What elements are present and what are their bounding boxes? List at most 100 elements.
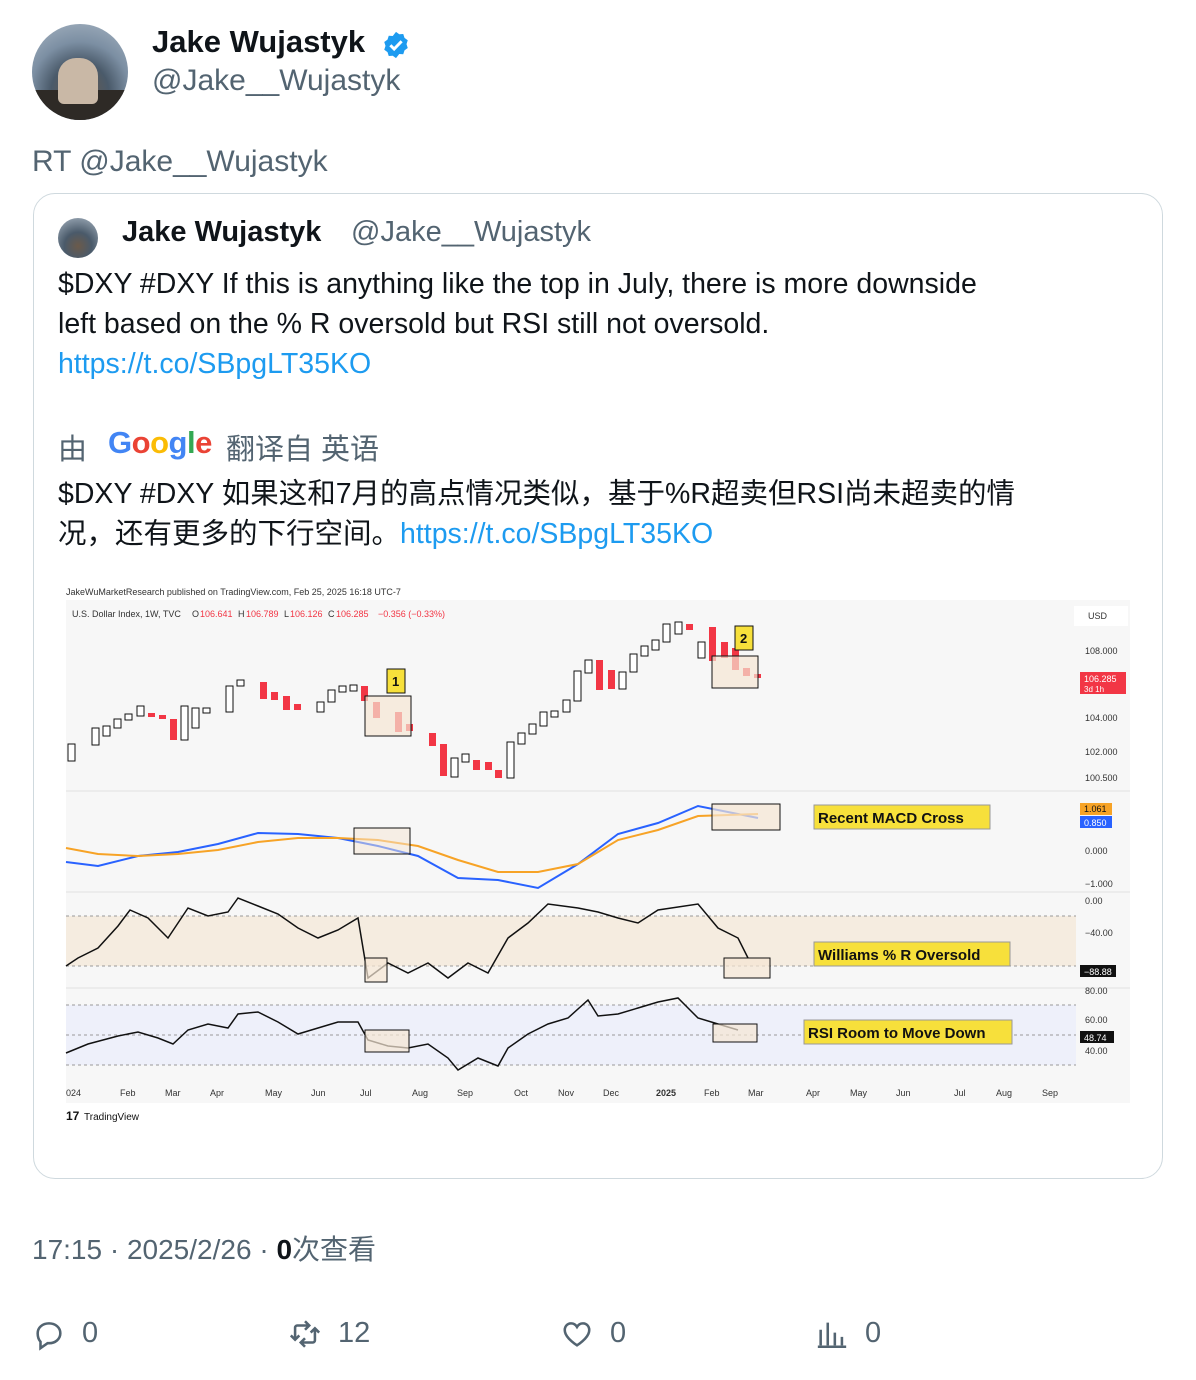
google-logo: Google (108, 425, 212, 460)
analytics-icon (817, 1322, 847, 1349)
x-label: Aug (996, 1088, 1012, 1098)
ohlc-l-label: L (284, 609, 289, 619)
rsi-tick-2: 60.00 (1085, 1015, 1108, 1025)
x-label: Aug (412, 1088, 428, 1098)
annotation-rsi: RSI Room to Move Down (808, 1025, 986, 1042)
x-label: 2025 (656, 1088, 676, 1098)
ohlc-h-label: H (238, 609, 245, 619)
quoted-author-name[interactable]: Jake Wujastyk (122, 216, 322, 248)
x-label: 024 (66, 1088, 81, 1098)
x-label: Mar (165, 1088, 181, 1098)
views-label: 次查看 (292, 1234, 377, 1265)
x-label: Jun (896, 1088, 911, 1098)
x-label: Jul (360, 1088, 372, 1098)
like-count: 0 (610, 1317, 627, 1349)
translated-link[interactable]: https://t.co/SBpgLT35KO (400, 518, 714, 550)
translate-by: 由 (58, 434, 88, 466)
box-2 (711, 655, 759, 689)
x-label: Sep (457, 1088, 473, 1098)
x-label: Dec (603, 1088, 620, 1098)
chart-header: JakeWuMarketResearch published on Tradin… (66, 587, 401, 597)
meta-separator: · (259, 1234, 269, 1265)
heart-icon (563, 1322, 591, 1347)
tweet-time[interactable]: 17:15 (32, 1234, 103, 1265)
rsi-tick-3: 40.00 (1085, 1046, 1108, 1056)
views-action-count: 0 (865, 1317, 882, 1349)
author-handle[interactable]: @Jake__Wujastyk (152, 64, 401, 97)
author-name[interactable]: Jake Wujastyk (152, 24, 366, 59)
quoted-author-handle[interactable]: @Jake__Wujastyk (351, 216, 592, 248)
x-label: Nov (558, 1088, 575, 1098)
views-count: 0 (276, 1234, 293, 1265)
ohlc-c-value: 106.285 (336, 609, 369, 619)
price-tick-3: 102.000 (1085, 747, 1118, 757)
currency-label: USD (1088, 611, 1108, 621)
verified-badge-icon (384, 31, 408, 59)
translated-line-1: $DXY #DXY 如果这和7月的高点情况类似，基于%R超卖但RSI尚未超卖的情 (58, 478, 1015, 510)
avatar-person (58, 58, 98, 104)
retweet-icon (289, 1320, 321, 1348)
ohlc-change: −0.356 (−0.33%) (378, 609, 445, 619)
tweet-date[interactable]: 2025/2/26 (126, 1234, 252, 1265)
chart-svg: JakeWuMarketResearch published on Tradin… (58, 578, 1138, 1133)
quoted-avatar[interactable] (58, 218, 98, 258)
x-label: May (850, 1088, 868, 1098)
price-tick-2: 104.000 (1085, 713, 1118, 723)
ohlc-h-value: 106.789 (246, 609, 279, 619)
ohlc-c-label: C (328, 609, 335, 619)
chart-image[interactable]: JakeWuMarketResearch published on Tradin… (58, 578, 1138, 1133)
price-tick-1: 108.000 (1085, 646, 1118, 656)
x-label: May (265, 1088, 283, 1098)
box-label-1: 1 (392, 674, 399, 689)
wr-tick-2: −40.00 (1085, 928, 1113, 938)
avatar[interactable] (32, 24, 128, 120)
annotation-wr: Williams % R Oversold (818, 947, 980, 964)
wr-tick-1: 0.00 (1085, 896, 1103, 906)
ohlc-l-value: 106.126 (290, 609, 323, 619)
ohlc-o-value: 106.641 (200, 609, 233, 619)
rsi-line (65, 997, 739, 1071)
rsi-tick-1: 80.00 (1085, 986, 1108, 996)
macd-tick-2: −1.000 (1085, 879, 1113, 889)
x-label: Mar (748, 1088, 764, 1098)
x-label: Jul (954, 1088, 966, 1098)
macd-value-2: 0.850 (1084, 818, 1107, 828)
wr-value: −88.88 (1084, 967, 1112, 977)
translated-line-2-text: 况，还有更多的下行空间。 (58, 518, 401, 550)
translated-line-2: 况，还有更多的下行空间。https://t.co/SBpgLT35KO (58, 514, 1148, 554)
last-price-time: 3d 1h (1084, 685, 1104, 694)
reply-count: 0 (82, 1317, 99, 1349)
meta-separator: · (109, 1234, 120, 1265)
x-label: Sep (1042, 1088, 1058, 1098)
tradingview-logo-icon: 17 (66, 1109, 80, 1123)
annotation-macd: Recent MACD Cross (818, 810, 964, 827)
rsi-value: 48.74 (1084, 1033, 1107, 1043)
tweet-meta: 17:15 · 2025/2/26 · 0次查看 (32, 1228, 376, 1268)
box-1 (364, 695, 412, 737)
tweet-text-line-1: $DXY #DXY If this is anything like the t… (58, 268, 977, 300)
box-label-2: 2 (740, 631, 747, 646)
macd-value-1: 1.061 (1084, 804, 1107, 814)
x-label: Apr (806, 1088, 820, 1098)
translated-text: $DXY #DXY 如果这和7月的高点情况类似，基于%R超卖但RSI尚未超卖的情… (58, 474, 1148, 554)
tweet-link[interactable]: https://t.co/SBpgLT35KO (58, 348, 372, 380)
x-label: Oct (514, 1088, 529, 1098)
reply-icon (36, 1322, 62, 1351)
ohlc-o-label: O (192, 609, 199, 619)
x-label: Feb (120, 1088, 136, 1098)
macd-tick-1: 0.000 (1085, 846, 1108, 856)
x-axis: 024 Feb Mar Apr May Jun Jul Aug Sep Oct … (66, 1088, 1058, 1098)
quoted-tweet-card[interactable] (33, 193, 1163, 1179)
retweet-count: 12 (338, 1317, 371, 1349)
tradingview-footer: TradingView (84, 1112, 140, 1123)
translate-from: 翻译自 英语 (226, 434, 380, 466)
retweet-text: RT @Jake__Wujastyk (32, 145, 328, 178)
x-label: Feb (704, 1088, 720, 1098)
price-tick-4: 100.500 (1085, 773, 1118, 783)
last-price: 106.285 (1084, 674, 1117, 684)
chart-symbol: U.S. Dollar Index, 1W, TVC (72, 609, 181, 619)
tweet-text: $DXY #DXY If this is anything like the t… (58, 264, 1138, 384)
tweet-text-line-2: left based on the % R oversold but RSI s… (58, 308, 770, 340)
x-label: Jun (311, 1088, 326, 1098)
x-label: Apr (210, 1088, 224, 1098)
